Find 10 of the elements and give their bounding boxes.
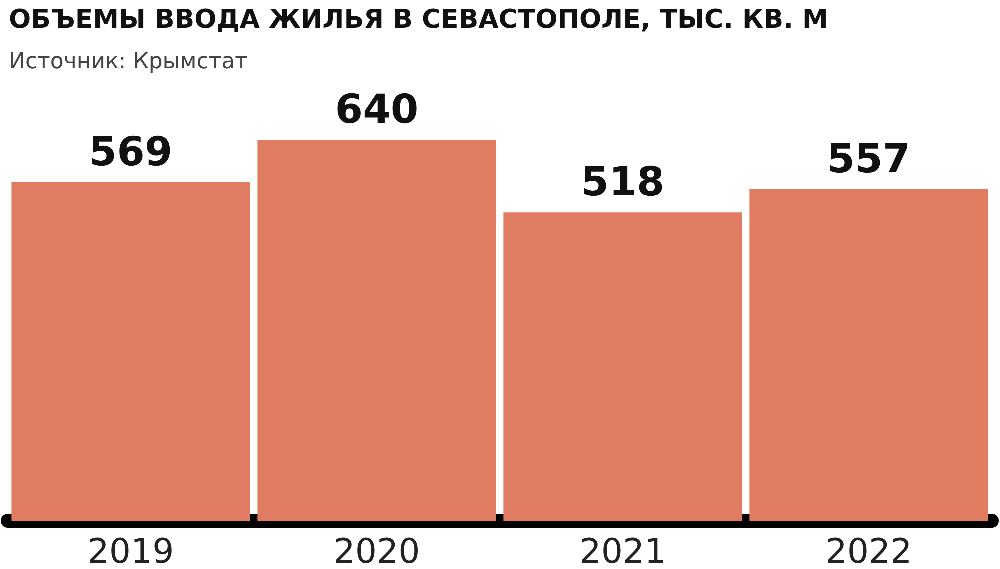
data-label: 557 [827, 136, 911, 182]
chart-title: ОБЪЕМЫ ВВОДА ЖИЛЬЯ В СЕВАСТОПОЛЕ, ТЫС. КВ. М [9, 5, 828, 35]
data-label: 640 [335, 87, 419, 133]
x-tick-label: 2022 [826, 532, 912, 569]
data-label: 518 [581, 160, 665, 206]
x-tick-label: 2021 [580, 532, 666, 569]
x-tick-label: 2019 [88, 532, 174, 569]
chart-subtitle: Источник: Крымстат [9, 50, 248, 74]
data-label: 569 [89, 129, 173, 176]
x-tick-label: 2020 [334, 532, 420, 569]
